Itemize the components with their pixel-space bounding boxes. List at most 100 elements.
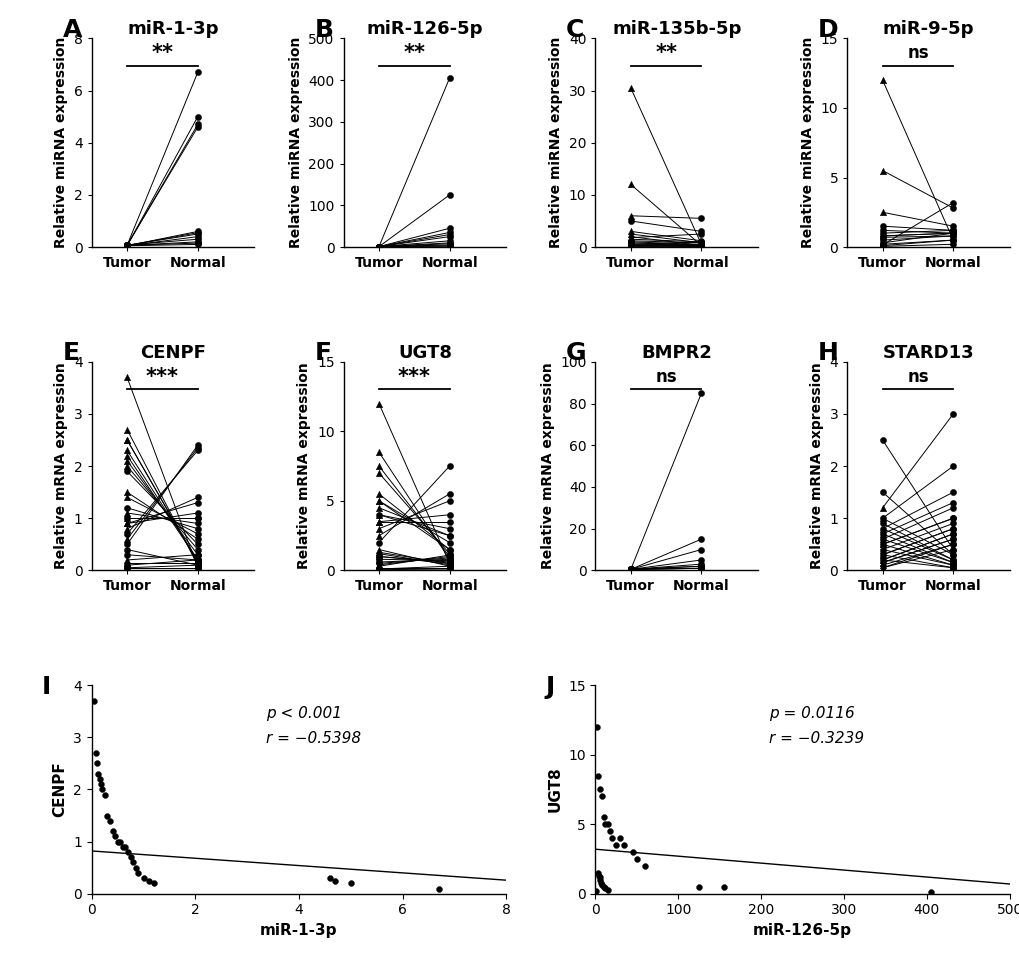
Text: r = −0.3239: r = −0.3239 — [768, 731, 864, 746]
Point — [371, 555, 387, 571]
Point — [119, 527, 136, 542]
Title: BMPR2: BMPR2 — [641, 344, 711, 361]
Y-axis label: Relative mRNA expression: Relative mRNA expression — [809, 362, 823, 570]
Point — [873, 237, 890, 253]
Point — [441, 555, 458, 571]
Point — [693, 239, 709, 255]
Point — [588, 719, 604, 734]
Point — [371, 549, 387, 564]
Point — [119, 554, 136, 570]
Point — [622, 224, 638, 239]
Title: miR-135b-5p: miR-135b-5p — [611, 20, 741, 38]
Point — [120, 845, 137, 860]
Point — [119, 557, 136, 573]
Point — [190, 560, 206, 576]
Point — [873, 536, 890, 552]
Point — [441, 507, 458, 523]
Point — [622, 561, 638, 577]
Point — [371, 535, 387, 551]
Point — [119, 237, 136, 253]
Point — [873, 233, 890, 248]
Point — [873, 553, 890, 568]
Point — [622, 177, 638, 192]
Point — [119, 536, 136, 552]
Point — [371, 560, 387, 576]
Point — [190, 224, 206, 239]
Point — [441, 235, 458, 251]
Point — [371, 507, 387, 523]
Text: J: J — [545, 675, 554, 699]
Title: miR-1-3p: miR-1-3p — [127, 20, 218, 38]
Point — [114, 839, 130, 854]
Point — [588, 883, 604, 899]
Point — [601, 824, 618, 839]
Point — [873, 516, 890, 531]
Point — [190, 527, 206, 542]
Point — [873, 228, 890, 243]
Point — [693, 238, 709, 254]
Point — [119, 531, 136, 547]
Point — [945, 547, 961, 562]
Point — [622, 232, 638, 247]
Point — [119, 238, 136, 254]
Point — [945, 557, 961, 573]
Point — [945, 557, 961, 573]
Point — [628, 851, 644, 867]
Point — [190, 443, 206, 458]
Point — [622, 81, 638, 96]
Point — [441, 542, 458, 557]
Point — [622, 235, 638, 251]
Point — [371, 562, 387, 578]
Title: UGT8: UGT8 — [397, 344, 451, 361]
Point — [371, 239, 387, 255]
Point — [119, 237, 136, 253]
Title: CENPF: CENPF — [140, 344, 206, 361]
Point — [622, 234, 638, 250]
Point — [190, 236, 206, 252]
Point — [371, 554, 387, 570]
Point — [622, 561, 638, 577]
Point — [922, 885, 938, 900]
Point — [371, 561, 387, 577]
Point — [441, 549, 458, 564]
Point — [622, 238, 638, 254]
Text: r = −0.5398: r = −0.5398 — [266, 731, 361, 746]
Point — [130, 865, 147, 880]
Point — [190, 516, 206, 531]
Point — [873, 230, 890, 245]
Point — [119, 521, 136, 536]
Point — [371, 445, 387, 460]
Point — [693, 553, 709, 568]
Point — [945, 223, 961, 238]
Point — [190, 510, 206, 526]
Point — [693, 210, 709, 226]
Point — [595, 809, 611, 825]
Point — [441, 458, 458, 474]
Point — [190, 64, 206, 80]
Point — [597, 880, 613, 896]
Point — [945, 458, 961, 474]
Point — [715, 879, 732, 895]
Point — [615, 837, 632, 852]
Point — [693, 237, 709, 253]
Point — [190, 225, 206, 240]
Text: **: ** — [151, 43, 173, 63]
Point — [441, 528, 458, 543]
Point — [88, 745, 104, 760]
Point — [371, 239, 387, 255]
X-axis label: miR-126-5p: miR-126-5p — [752, 923, 851, 938]
Text: C: C — [566, 17, 584, 41]
Point — [190, 554, 206, 570]
Point — [945, 407, 961, 422]
Point — [945, 201, 961, 216]
Point — [119, 560, 136, 576]
Point — [97, 787, 113, 802]
Point — [945, 527, 961, 542]
Point — [693, 238, 709, 254]
Point — [441, 554, 458, 570]
Point — [873, 500, 890, 515]
Point — [190, 505, 206, 521]
Point — [592, 873, 608, 888]
Point — [441, 234, 458, 249]
Point — [693, 227, 709, 242]
